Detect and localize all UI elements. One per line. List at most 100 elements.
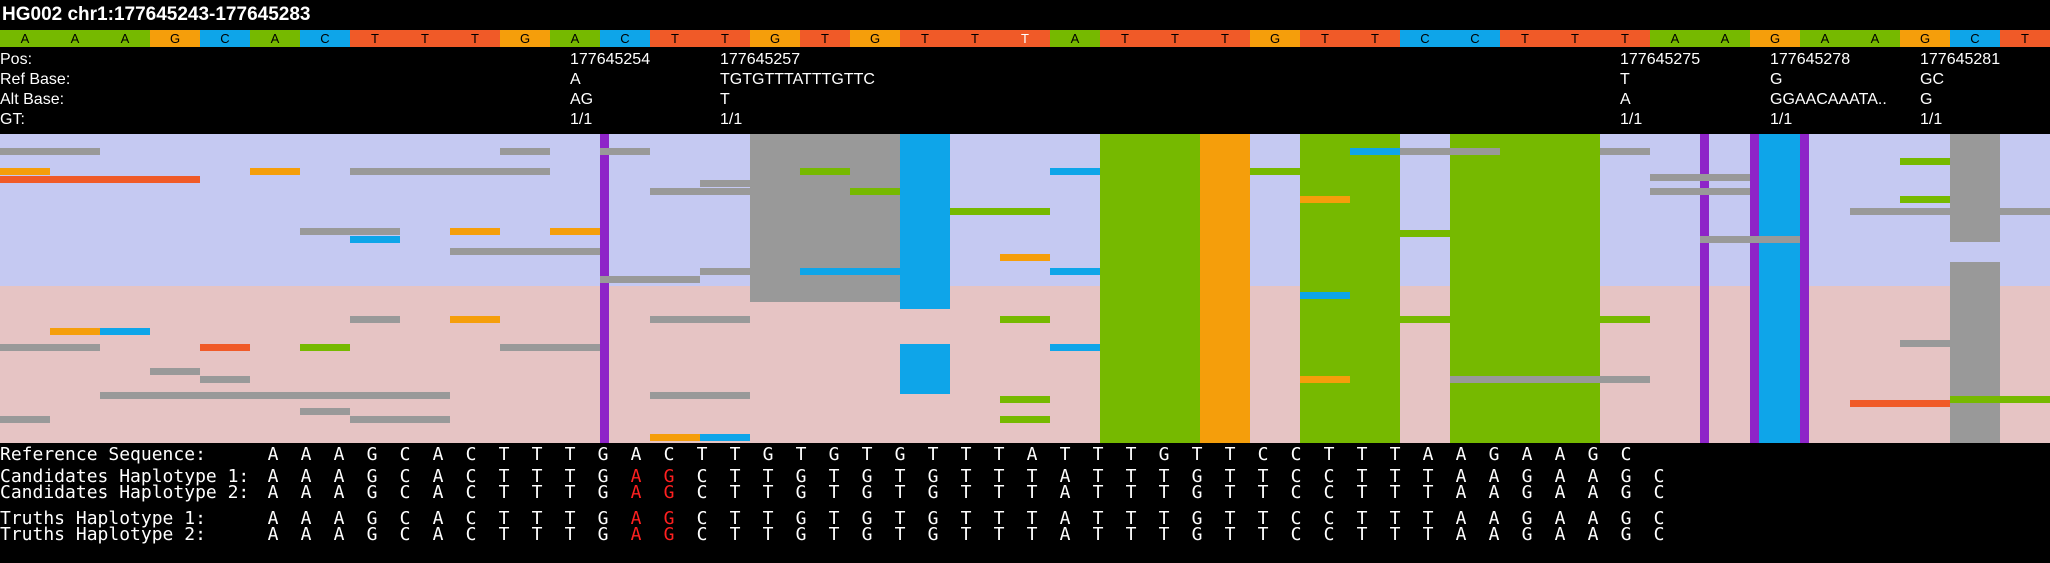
read-segment: [800, 168, 850, 175]
sequence-base: G: [1587, 444, 1599, 465]
sequence-base: A: [1059, 482, 1071, 503]
sequence-base: T: [1092, 444, 1104, 465]
sequence-base: A: [1587, 508, 1599, 529]
sequence-base: T: [1059, 444, 1071, 465]
sequence-label: Truths Haplotype 2:: [0, 524, 206, 545]
sequence-base: T: [1389, 482, 1401, 503]
sequence-base: T: [1323, 444, 1335, 465]
variant-column: 177645275 T A 1/1: [1620, 50, 1700, 130]
sequence-base: A: [1554, 444, 1566, 465]
sequence-base: T: [1125, 524, 1137, 545]
read-segment: [950, 208, 1050, 215]
sequence-base: C: [1290, 524, 1302, 545]
sequence-base: A: [300, 444, 312, 465]
sequence-base: A: [267, 524, 279, 545]
variant-gt: 1/1: [1920, 111, 1943, 128]
sequence-label: Candidates Haplotype 2:: [0, 482, 250, 503]
sequence-base: A: [432, 508, 444, 529]
sequence-base: A: [1455, 482, 1467, 503]
sequence-base: G: [1191, 508, 1203, 529]
sequence-base: A: [1554, 482, 1566, 503]
ref-base-cell: T: [1300, 30, 1350, 47]
read-segment: [100, 328, 150, 335]
sequence-base: G: [597, 482, 609, 503]
sequence-base: T: [1389, 508, 1401, 529]
sequence-base: A: [1554, 466, 1566, 487]
sequence-base: T: [1422, 482, 1434, 503]
sequence-base: T: [1224, 444, 1236, 465]
insertion-column: [1800, 134, 1809, 443]
sequence-base: A: [1422, 444, 1434, 465]
sequence-base: T: [729, 524, 741, 545]
sequence-base: C: [1290, 508, 1302, 529]
read-segment: [350, 236, 400, 243]
variant-pos: 177645275: [1620, 51, 1701, 68]
sequence-base: T: [762, 524, 774, 545]
sequence-base: T: [795, 444, 807, 465]
sequence-base: A: [630, 524, 642, 545]
sequence-base: T: [1257, 508, 1269, 529]
sequence-base: G: [366, 482, 378, 503]
sequence-base: T: [762, 482, 774, 503]
haplotype-sequences: Reference Sequence: A A A G C A C T T T G A C T T G T G T G T…: [0, 444, 2050, 563]
sequence-base: T: [1422, 466, 1434, 487]
read-segment: [1650, 188, 1750, 195]
ref-base-cell: G: [750, 30, 800, 47]
read-segment: [500, 344, 600, 351]
read-segment: [600, 148, 650, 155]
sequence-base: T: [894, 482, 906, 503]
read-segment: [250, 168, 300, 175]
sequence-base: C: [399, 482, 411, 503]
sequence-base: A: [1488, 508, 1500, 529]
sequence-label: Truths Haplotype 1:: [0, 508, 206, 529]
sequence-base: G: [1620, 466, 1632, 487]
ref-base-cell: T: [650, 30, 700, 47]
ref-base-cell: T: [350, 30, 400, 47]
sequence-label: Candidates Haplotype 1:: [0, 466, 250, 487]
sequence-base: A: [1587, 524, 1599, 545]
read-segment: [1300, 196, 1350, 203]
read-segment: [650, 316, 750, 323]
sequence-base: G: [1620, 508, 1632, 529]
sequence-base: G: [1521, 482, 1533, 503]
sequence-base: T: [828, 524, 840, 545]
read-segment: [700, 434, 750, 441]
ref-base-cell: A: [1850, 30, 1900, 47]
ref-base-cell: T: [1550, 30, 1600, 47]
variant-column: 177645254 A AG 1/1: [570, 50, 650, 130]
sequence-row: Candidates Haplotype 2: A A A G C A C T T T G A G C T T G…: [0, 482, 2050, 503]
variant-pos: 177645278: [1770, 51, 1851, 68]
sequence-base: T: [531, 444, 543, 465]
sequence-base: T: [1092, 482, 1104, 503]
sequence-row: Candidates Haplotype 1: A A A G C A C T T T G A G C T T G…: [0, 466, 2050, 487]
ref-base-cell: C: [1450, 30, 1500, 47]
variant-alt: T: [720, 91, 730, 108]
variant-field-labels: Pos: Ref Base: Alt Base: GT:: [0, 50, 70, 130]
sequence-base: C: [465, 482, 477, 503]
variant-gt: 1/1: [720, 111, 743, 128]
ref-base-cell: C: [1400, 30, 1450, 47]
sequence-base: T: [993, 466, 1005, 487]
sequence-base: T: [1224, 466, 1236, 487]
sequence-base: G: [597, 444, 609, 465]
variant-ref: T: [1620, 71, 1630, 88]
ref-base-cell: A: [50, 30, 100, 47]
sequence-base: T: [762, 508, 774, 529]
read-segment: [1900, 196, 1950, 203]
sequence-base: C: [663, 444, 675, 465]
ref-base-cell: T: [1150, 30, 1200, 47]
sequence-base: A: [630, 444, 642, 465]
sequence-base: A: [432, 444, 444, 465]
variant-gt: 1/1: [1620, 111, 1643, 128]
sequence-base: T: [564, 444, 576, 465]
sequence-base: C: [1653, 508, 1665, 529]
read-segment: [1650, 174, 1750, 181]
mismatch-column: [900, 134, 950, 309]
sequence-base: C: [1323, 524, 1335, 545]
sequence-base: C: [1653, 482, 1665, 503]
sequence-base: C: [465, 466, 477, 487]
sequence-base: A: [432, 524, 444, 545]
sequence-base: A: [1455, 524, 1467, 545]
sequence-base: C: [1653, 524, 1665, 545]
sequence-base: G: [861, 524, 873, 545]
